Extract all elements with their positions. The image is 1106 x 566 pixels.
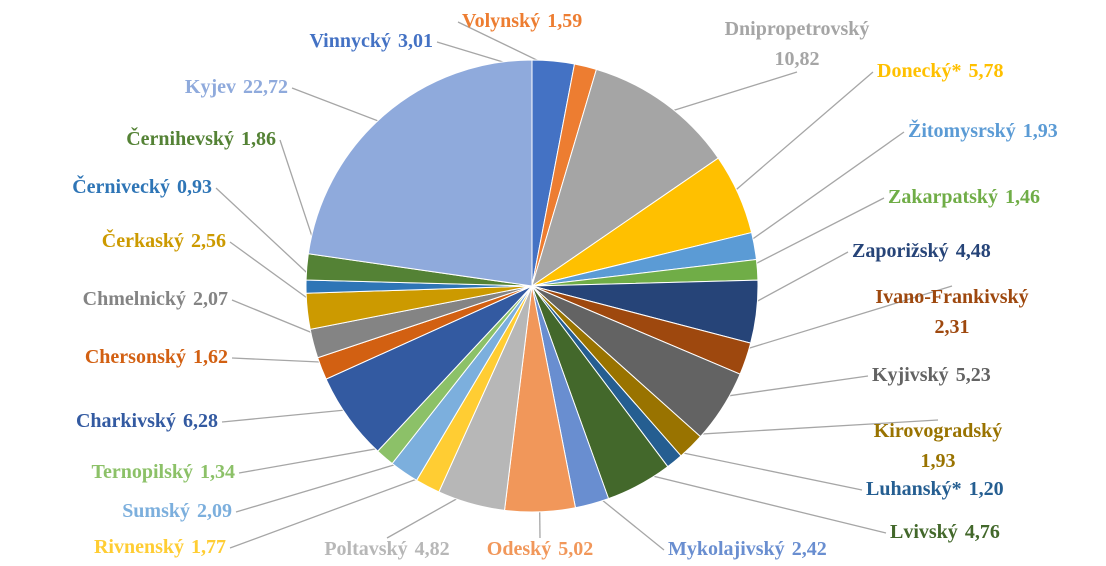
value-label: 2,07	[193, 288, 228, 310]
data-label: Sumský 2,09	[122, 500, 232, 522]
data-label: Lvivský 4,76	[890, 521, 1000, 543]
leader-line	[723, 71, 874, 201]
category-name: Černivecký	[72, 174, 170, 198]
category-name: Kirovogradský	[874, 420, 1003, 442]
data-label: Luhanský* 1,20	[866, 478, 1004, 500]
data-label: Volynský 1,59	[462, 10, 582, 32]
value-label: 1,20	[969, 478, 1004, 500]
data-label: Charkivský 6,28	[76, 410, 218, 432]
value-label: 4,76	[965, 521, 1000, 543]
category-name: Kyjivský	[872, 364, 949, 386]
value-label: 4,82	[415, 538, 450, 560]
data-label: Zaporižský 4,48	[852, 240, 991, 262]
leader-line	[709, 375, 869, 400]
value-label: 1,93	[921, 450, 956, 472]
leader-line	[730, 285, 953, 355]
leader-line	[238, 444, 396, 474]
data-label: Zakarpatský 1,46	[888, 186, 1040, 208]
data-label: Černihevský 1,86	[126, 126, 276, 150]
data-label: Černivecký 0,93	[72, 174, 212, 198]
value-label: 5,23	[956, 364, 991, 386]
leader-line	[215, 187, 323, 288]
leader-line	[229, 471, 436, 549]
category-name: Odeský	[487, 538, 551, 560]
data-label: Rivnenský 1,77	[94, 536, 226, 558]
data-label: Dnipropetrovský 10,82	[725, 18, 870, 70]
value-label: 3,01	[398, 30, 433, 52]
data-label: Ternopilský 1,34	[91, 461, 235, 483]
category-name: Volynský	[462, 10, 540, 32]
category-name: Chersonský	[85, 346, 186, 368]
data-label: Ivano-Frankivský 2,31	[875, 286, 1028, 338]
value-label: 1,59	[547, 10, 582, 32]
data-label: Chmelnický 2,07	[83, 288, 228, 310]
pie-slice	[531, 68, 719, 288]
data-label: Chersonský 1,62	[85, 346, 228, 368]
value-label: 0,93	[177, 176, 212, 198]
category-name: Vinnycký	[309, 30, 391, 52]
value-label: 2,56	[191, 230, 226, 252]
value-label: 5,78	[968, 60, 1003, 82]
data-label: Odeský 5,02	[487, 538, 593, 560]
category-name: Ternopilský	[91, 461, 193, 483]
leader-line	[679, 419, 939, 436]
value-label: 2,31	[935, 316, 970, 338]
leader-line	[740, 251, 849, 311]
data-label: Poltavský 4,82	[324, 538, 449, 560]
category-name: Poltavský	[324, 538, 407, 560]
category-name: Sumský	[122, 500, 190, 522]
pie-slice	[307, 59, 533, 287]
value-label: 2,09	[197, 500, 232, 522]
category-name: Rivnenský	[94, 536, 184, 558]
value-label: 5,02	[558, 538, 593, 560]
data-label: Žitomysrský 1,93	[908, 118, 1058, 142]
data-label: Donecký* 5,78	[877, 60, 1003, 82]
category-name: Luhanský*	[866, 478, 962, 500]
leader-line	[741, 197, 885, 272]
value-label: 1,34	[200, 461, 235, 483]
category-name: Donecký*	[877, 60, 961, 82]
category-name: Žitomysrský	[908, 118, 1016, 142]
leader-line	[221, 407, 362, 423]
data-label: Kirovogradský 1,93	[874, 420, 1003, 472]
leader-lines	[215, 21, 953, 551]
data-label: Mykolajivský 2,42	[668, 538, 827, 560]
value-label: 2,42	[792, 538, 827, 560]
value-label: 4,48	[956, 240, 991, 262]
category-name: Čerkaský	[102, 228, 184, 252]
leader-line	[655, 71, 798, 117]
value-label: 22,72	[243, 76, 288, 98]
category-name: Chmelnický	[83, 288, 186, 310]
value-label: 1,86	[241, 128, 276, 150]
category-name: Kyjev	[185, 76, 236, 98]
category-name: Dnipropetrovský	[725, 18, 870, 40]
value-label: 1,62	[193, 346, 228, 368]
category-name: Černihevský	[126, 126, 234, 150]
category-name: Ivano-Frankivský	[875, 286, 1028, 308]
value-label: 1,46	[1005, 186, 1040, 208]
value-label: 1,77	[191, 536, 226, 558]
category-name: Lvivský	[890, 521, 958, 543]
data-label: Kyjivský 5,23	[872, 364, 991, 386]
data-label: Kyjev 22,72	[185, 76, 288, 98]
leader-line	[235, 458, 414, 513]
value-label: 1,93	[1023, 120, 1058, 142]
value-label: 6,28	[183, 410, 218, 432]
leader-line	[631, 470, 887, 534]
data-label: Vinnycký 3,01	[309, 30, 433, 52]
value-label: 10,82	[775, 48, 820, 70]
data-label: Čerkaský 2,56	[102, 228, 226, 252]
category-name: Mykolajivský	[668, 538, 785, 560]
category-name: Zaporižský	[852, 240, 949, 262]
category-name: Zakarpatský	[888, 186, 998, 208]
category-name: Charkivský	[76, 410, 176, 432]
leader-line	[664, 448, 863, 491]
leader-line	[738, 131, 905, 250]
